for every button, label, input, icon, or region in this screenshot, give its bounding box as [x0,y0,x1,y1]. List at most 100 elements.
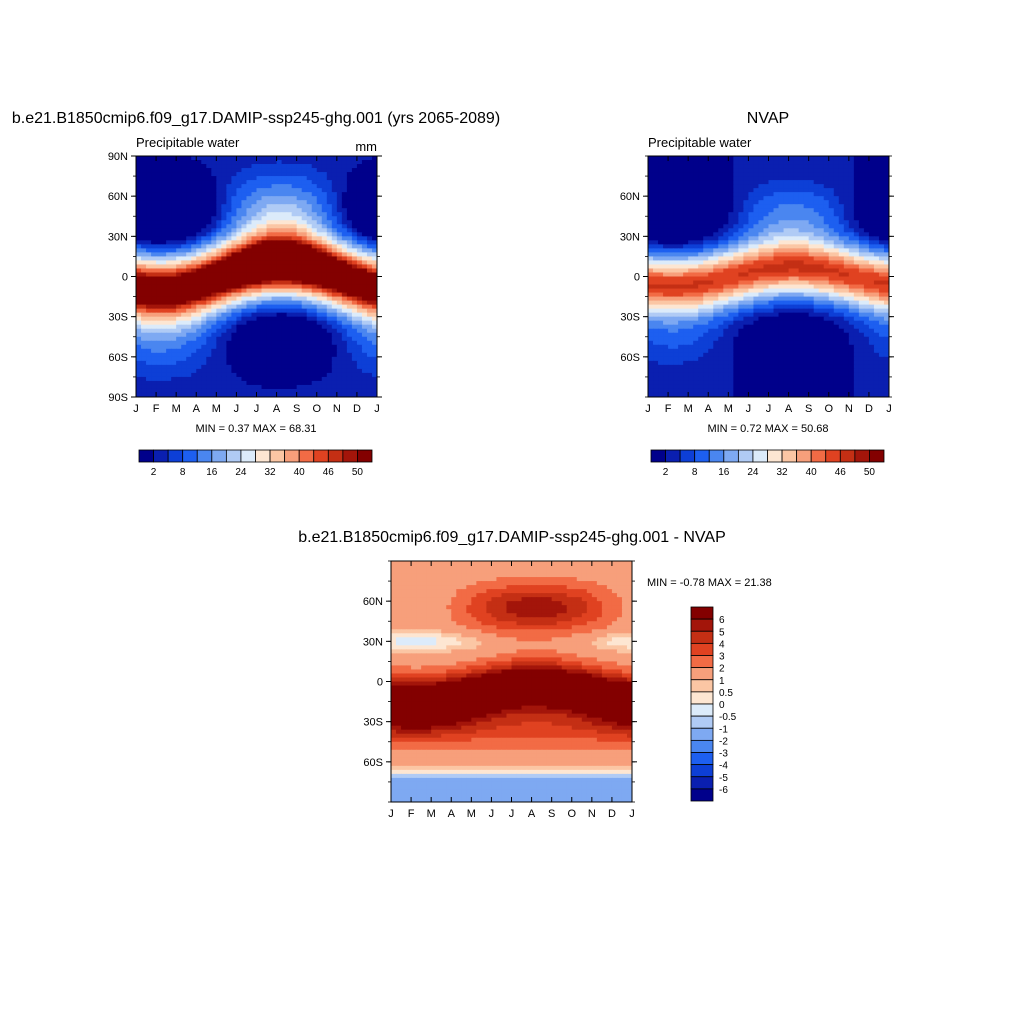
field-cell [813,180,820,185]
field-cell [146,172,152,177]
field-cell [653,296,659,302]
field-cell [266,292,273,298]
field-cell [361,172,368,177]
field-cell [773,296,780,302]
field-cell [783,216,790,221]
field-cell [241,216,248,221]
field-cell [778,192,785,197]
field-cell [326,168,333,173]
field-cell [351,312,358,318]
field-cell [758,224,765,229]
field-cell [261,316,268,322]
field-cell [793,300,800,306]
field-cell [181,188,187,193]
field-cell [341,356,348,362]
field-cell [156,224,162,229]
field-cell [346,160,353,165]
field-cell [698,240,704,245]
field-cell [191,352,197,358]
field-cell [673,212,679,217]
field-cell [366,308,373,314]
field-cell [768,180,775,185]
field-cell [261,280,268,286]
field-cell [336,276,343,282]
field-cell [281,160,288,165]
field-cell [773,192,780,197]
field-cell [301,328,308,334]
field-cell [156,216,162,221]
field-cell [668,264,674,270]
field-cell [356,300,363,306]
field-cell [783,248,790,253]
field-cell [738,240,744,245]
field-cell [883,284,889,290]
field-cell [331,244,338,249]
field-cell [873,292,880,298]
field-cell [356,380,363,386]
field-cell [883,244,889,249]
field-cell [296,344,303,350]
field-cell [201,248,207,253]
field-cell [191,200,197,205]
field-cell [271,180,278,185]
field-cell [748,260,755,266]
field-cell [868,240,875,245]
field-cell [828,240,835,245]
field-cell [648,292,654,298]
field-cell [171,288,177,294]
field-cell [186,156,192,161]
field-cell [216,348,222,354]
field-cell [653,280,659,286]
field-cell [311,220,318,225]
field-cell [236,384,243,390]
field-cell [366,360,373,366]
field-cell [371,336,377,342]
field-cell [653,292,659,298]
field-cell [848,176,855,181]
field-cell [723,288,729,294]
field-cell [241,228,248,233]
field-cell [813,312,820,318]
field-cell [848,272,855,278]
field-cell [261,156,268,161]
field-cell [311,156,318,161]
field-cell [653,320,659,326]
field-cell [858,184,865,189]
field-cell [261,264,268,270]
field-cell [728,232,734,237]
field-cell [321,368,328,374]
field-cell [346,296,353,302]
field-cell [156,272,162,278]
field-cell [221,364,227,370]
field-cell [883,188,889,193]
field-cell [863,224,870,229]
field-cell [186,260,192,266]
field-cell [648,188,654,193]
field-cell [176,208,182,213]
field-cell [351,192,358,197]
field-cell [366,188,373,193]
field-cell [306,208,313,213]
field-cell [326,320,333,326]
field-cell [141,208,147,213]
field-cell [161,184,167,189]
field-cell [326,352,333,358]
field-cell [351,260,358,266]
field-cell [186,380,192,386]
field-cell [798,224,805,229]
field-cell [156,320,162,326]
field-cell [356,308,363,314]
field-cell [788,156,795,161]
field-cell [221,228,227,233]
field-cell [658,184,664,189]
field-cell [281,268,288,274]
field-cell [341,256,348,262]
field-cell [743,192,750,197]
field-cell [683,216,689,221]
field-cell [768,204,775,209]
field-cell [723,244,729,249]
field-cell [371,256,377,262]
field-cell [181,304,187,310]
field-cell [878,192,885,197]
field-cell [873,216,880,221]
